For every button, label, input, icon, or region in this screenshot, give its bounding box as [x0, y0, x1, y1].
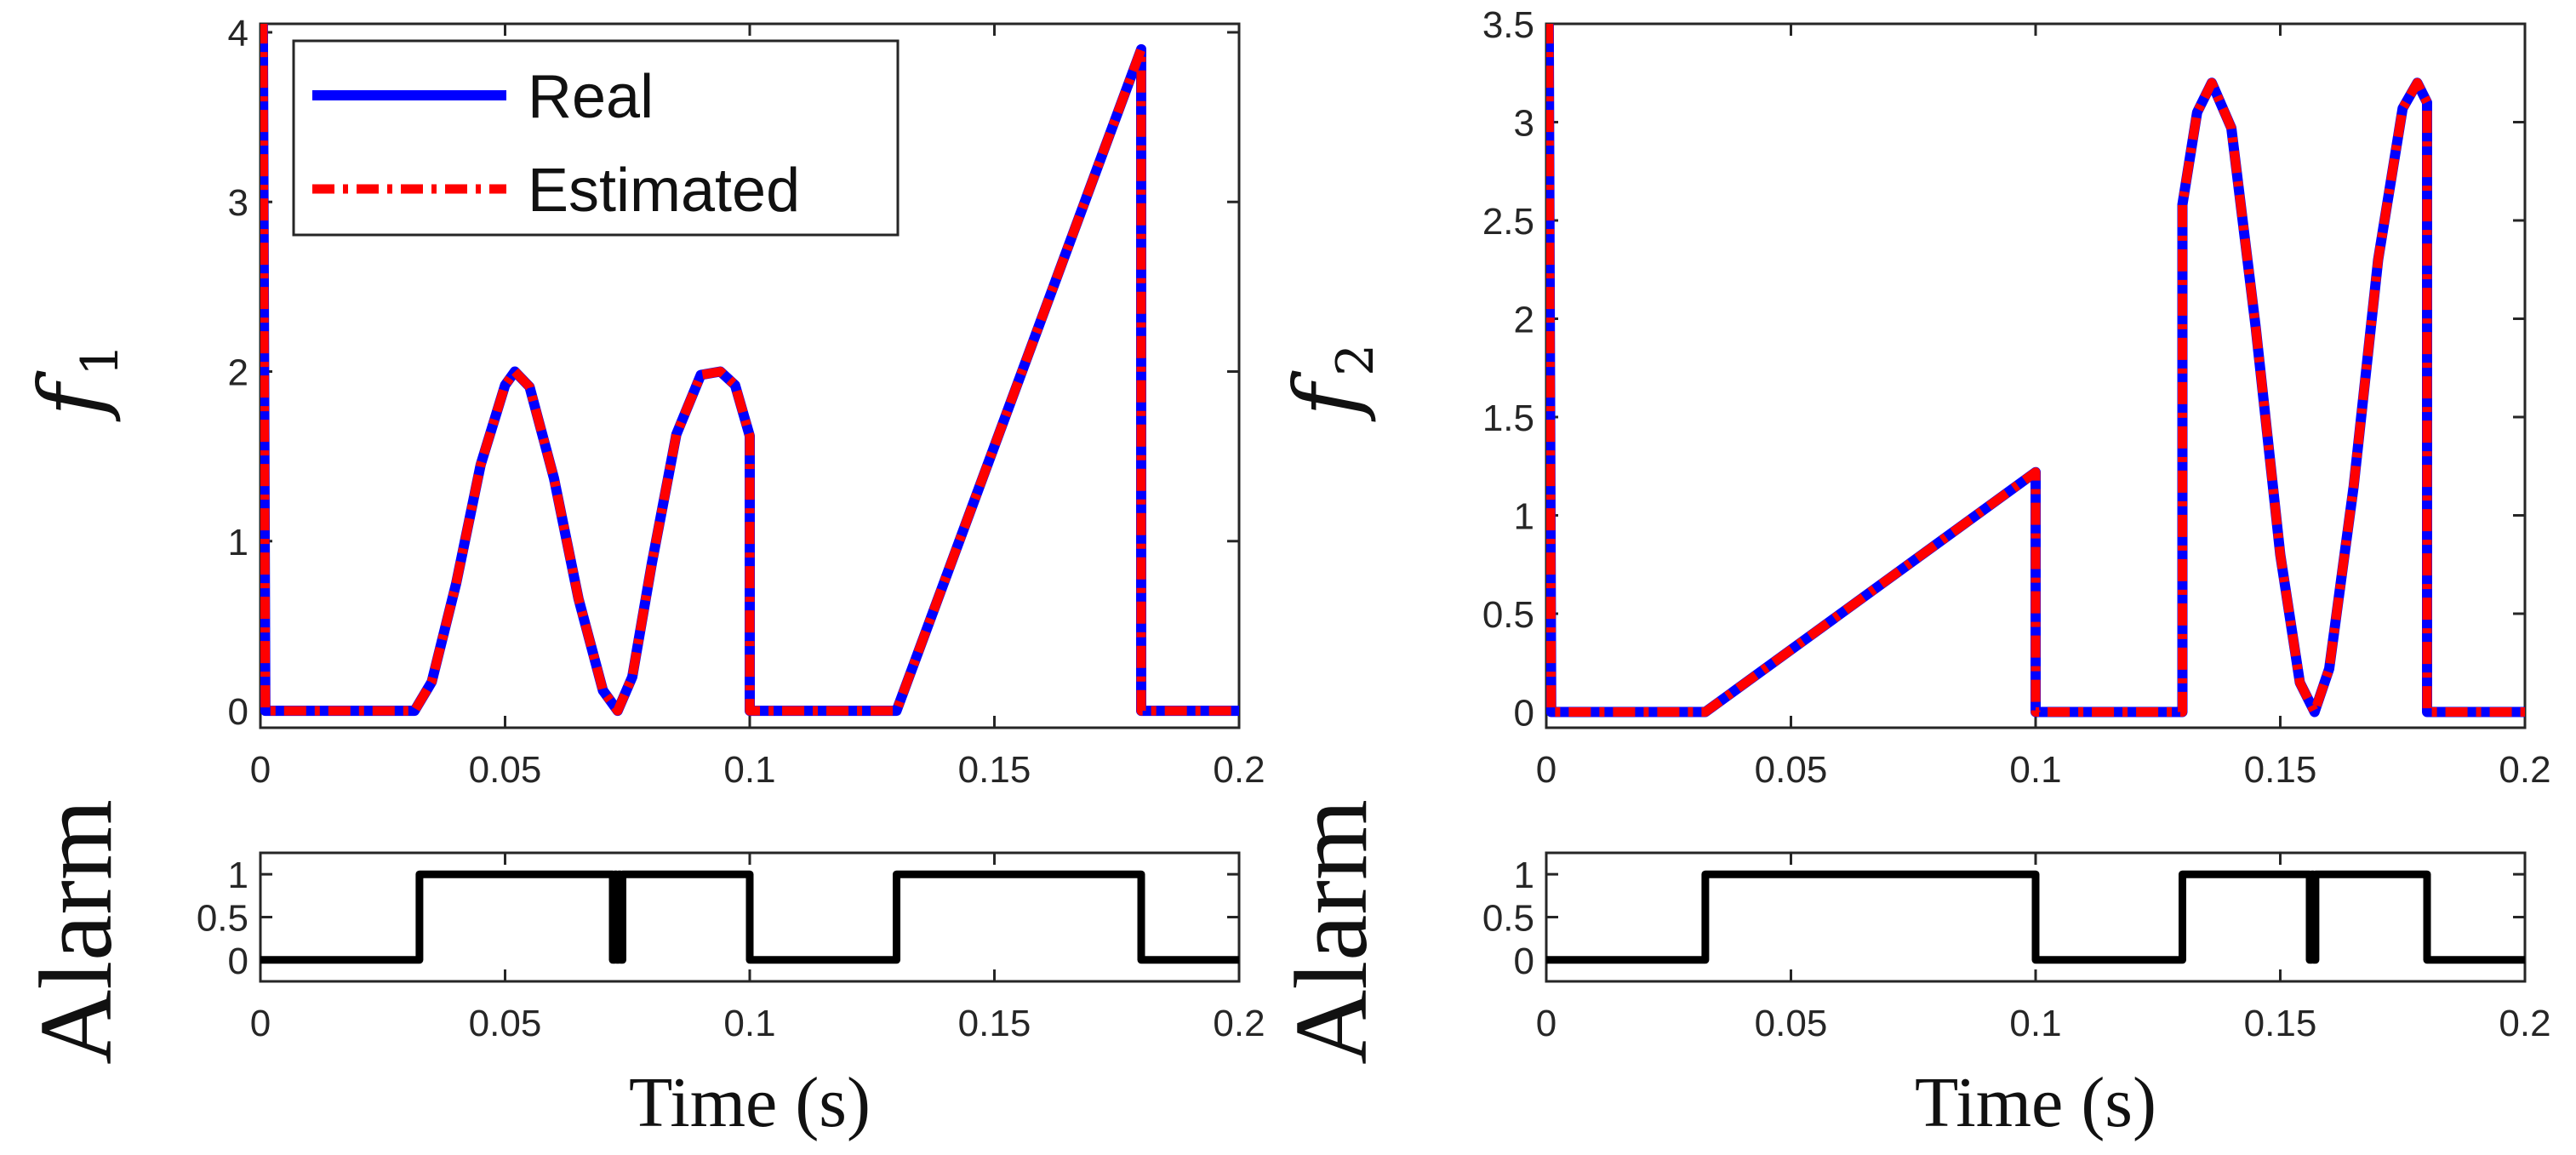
alarm1-x-tick-label: 0.15	[958, 1003, 1031, 1044]
alarm2-y-tick-label: 1	[1514, 855, 1534, 896]
alarm2-y-axis-label: Alarm	[1274, 799, 1389, 1065]
alarm2-x-axis-label: Time (s)	[1915, 1063, 2156, 1142]
f2-y-tick-label: 0.5	[1482, 594, 1534, 636]
f2-y-axis-label-subscript: 2	[1326, 344, 1385, 376]
f1-y-tick-label: 2	[228, 352, 248, 394]
alarm2-series-alarm-line	[1546, 870, 2525, 964]
f2-y-tick-label: 3	[1514, 103, 1534, 145]
alarm1-x-tick-label: 0	[250, 1003, 271, 1044]
legend: Real Estimated	[292, 39, 900, 237]
f1-x-tick-label: 0.1	[723, 749, 775, 791]
f2-y-axis-label: f	[1275, 370, 1379, 422]
alarm2-x-tick-label: 0.15	[2244, 1003, 2317, 1044]
f2-x-tick-label: 0.15	[2244, 749, 2317, 791]
alarm1-y-tick-label: 0	[228, 941, 248, 982]
f1-y-tick-label: 0	[228, 691, 248, 733]
legend-box	[292, 39, 900, 237]
alarm1-x-tick-label: 0.1	[723, 1003, 775, 1044]
f2-y-tick-label: 1	[1514, 496, 1534, 538]
f1-y-tick-label: 1	[228, 522, 248, 563]
f1-y-tick-label: 3	[228, 182, 248, 224]
alarm2-x-tick-label: 0.1	[2009, 1003, 2061, 1044]
f2-y-tick-label: 0	[1514, 693, 1534, 735]
f1-x-tick-label: 0.15	[958, 749, 1031, 791]
f2-series-estimated-line	[1546, 24, 2525, 717]
alarm1-x-tick-label: 0.05	[469, 1003, 542, 1044]
f1-x-tick-label: 0	[250, 749, 271, 791]
alarm1-series-alarm-line	[260, 870, 1239, 964]
alarm1-x-tick-label: 0.2	[1213, 1003, 1265, 1044]
f2-x-tick-label: 0.2	[2499, 749, 2550, 791]
f2-x-tick-label: 0.1	[2009, 749, 2061, 791]
f1-y-axis-label: f	[20, 370, 123, 422]
alarm1-x-axis-label: Time (s)	[629, 1063, 871, 1142]
f2-plot-panel: 0 0.05 0.1 0.15 0.200.511.522.533.5f2	[1275, 4, 2551, 791]
legend-label-estimated: Estimated	[528, 157, 800, 225]
alarm2-x-tick-label: 0	[1536, 1003, 1556, 1044]
alarm1-y-tick-label: 0.5	[197, 898, 248, 940]
f2-y-tick-label: 2.5	[1482, 201, 1534, 243]
f2-y-tick-label: 3.5	[1482, 4, 1534, 46]
alarm2-y-tick-label: 0	[1514, 941, 1534, 982]
alarm2-y-tick-label: 0.5	[1482, 898, 1534, 940]
alarm2-x-tick-label: 0.2	[2499, 1003, 2550, 1044]
f2-y-tick-label: 1.5	[1482, 397, 1534, 439]
f2-x-tick-label: 0	[1536, 749, 1556, 791]
alarm1-y-tick-label: 1	[228, 855, 248, 896]
f2-x-tick-label: 0.05	[1755, 749, 1828, 791]
f2-y-tick-label: 2	[1514, 300, 1534, 341]
f1-x-tick-label: 0.05	[469, 749, 542, 791]
f1-series-estimated-line	[260, 24, 1239, 716]
f1-y-axis-label-subscript: 1	[71, 344, 130, 376]
alarm2-x-tick-label: 0.05	[1755, 1003, 1828, 1044]
legend-label-real: Real	[528, 63, 654, 131]
f1-x-tick-label: 0.2	[1213, 749, 1265, 791]
alarm1-y-axis-label: Alarm	[19, 799, 134, 1065]
f1-y-tick-label: 4	[228, 13, 248, 54]
